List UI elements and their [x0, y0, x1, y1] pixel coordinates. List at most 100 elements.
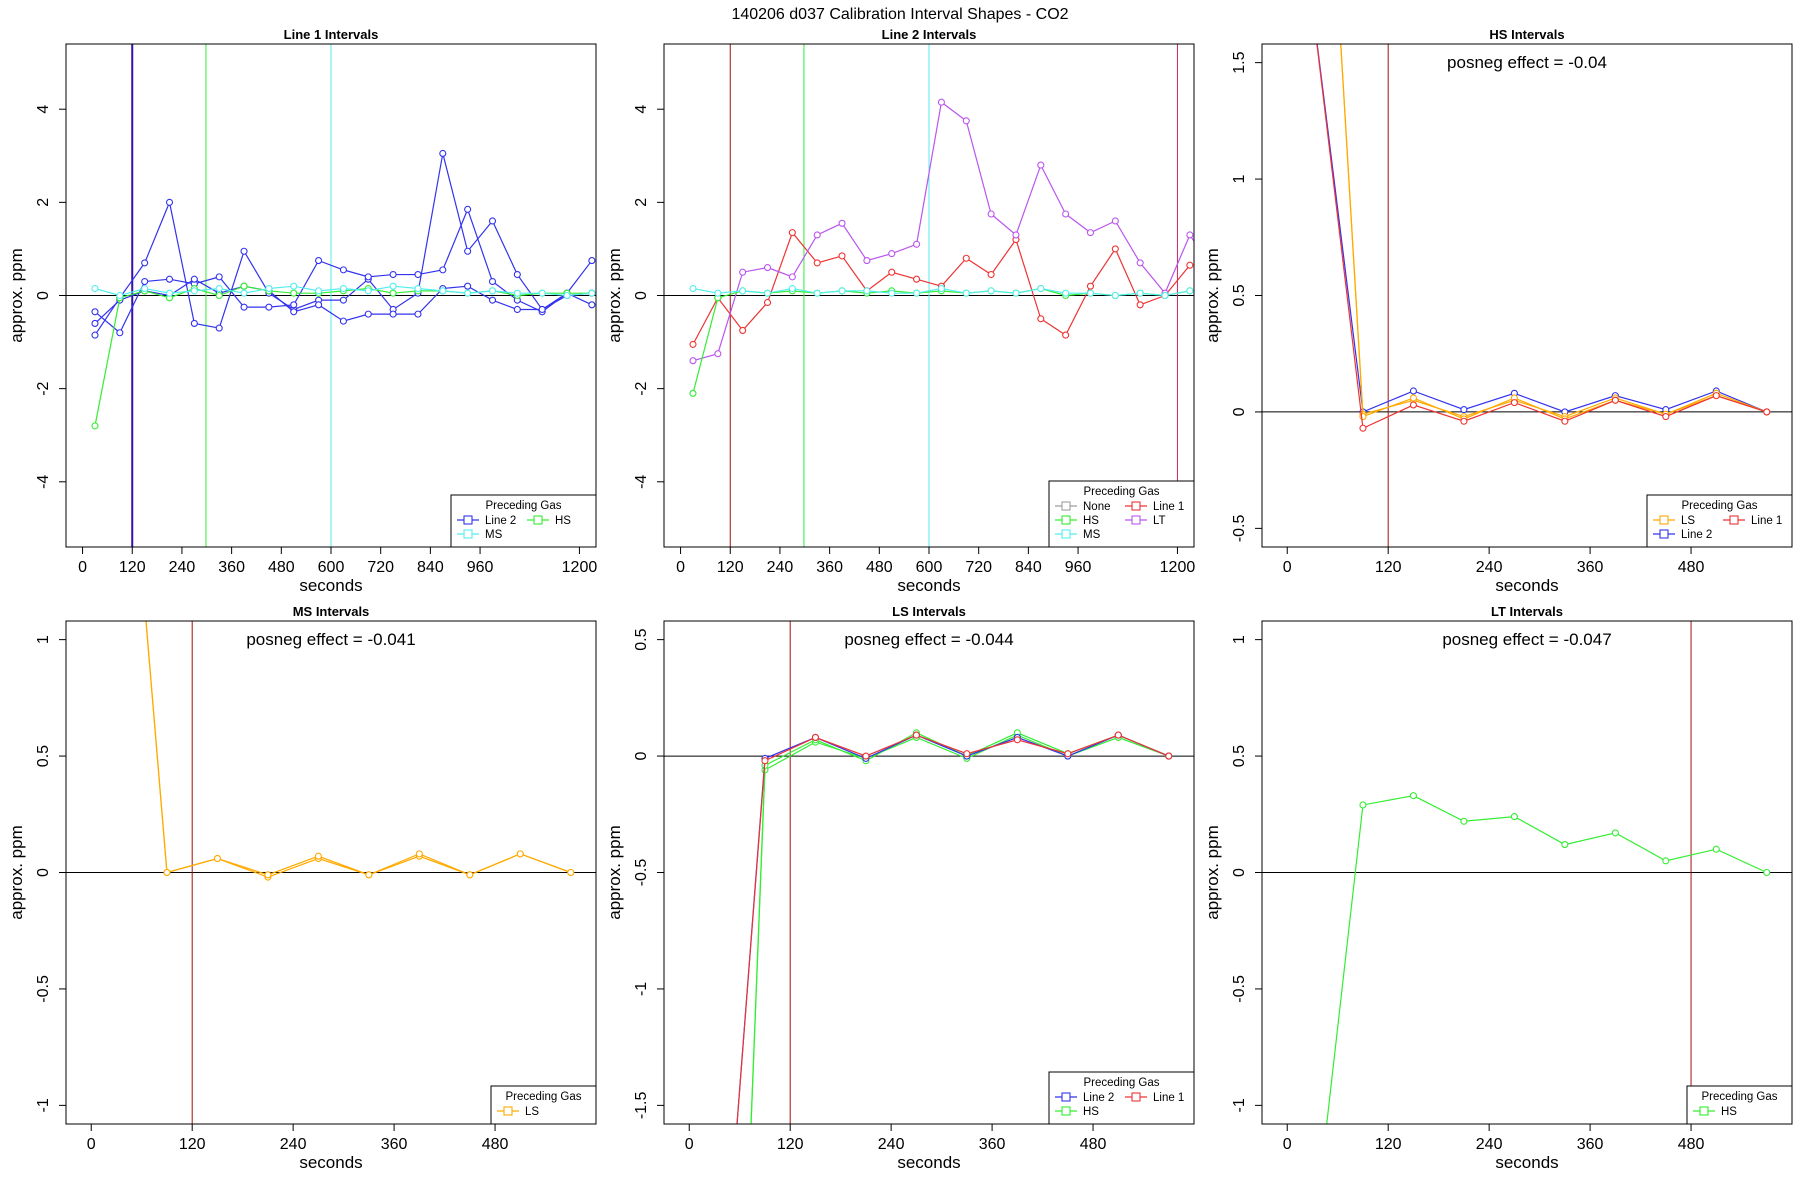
y-tick-label: 1	[1231, 175, 1248, 184]
data-point	[788, 229, 796, 237]
data-point	[314, 852, 322, 860]
data-point	[863, 287, 871, 295]
series-line	[1316, 44, 1767, 430]
data-point	[763, 264, 772, 272]
data-point	[116, 291, 124, 300]
data-point	[1013, 736, 1021, 744]
legend-entry-label: Line 1	[1153, 501, 1184, 513]
x-tick-label: 0	[1283, 1136, 1292, 1153]
data-point	[962, 117, 970, 125]
legend-swatch-marker	[1659, 529, 1669, 539]
plot-frame	[65, 620, 597, 1125]
legend-swatch-marker	[1061, 515, 1071, 525]
data-point	[466, 871, 474, 879]
data-point	[863, 257, 871, 265]
chart-title: HS Intervals	[1489, 27, 1564, 42]
data-point	[1062, 331, 1070, 339]
posneg-annotation: posneg effect = -0.04	[1447, 53, 1607, 72]
x-tick-label: 0	[1283, 559, 1292, 576]
data-point	[739, 326, 747, 334]
data-point	[365, 871, 373, 879]
legend-swatch-marker	[1659, 515, 1669, 525]
series-line	[1340, 44, 1767, 420]
data-point	[339, 284, 347, 293]
data-point	[240, 303, 248, 311]
x-tick-label: 480	[1678, 559, 1705, 576]
data-point	[290, 282, 298, 290]
data-point	[513, 270, 521, 279]
data-point	[728, 1196, 734, 1200]
legend-swatch-marker	[463, 515, 473, 525]
data-point	[389, 270, 397, 279]
legend: Preceding Gas Line 2 HS MS	[450, 494, 597, 548]
data-point	[913, 275, 921, 283]
data-point	[163, 868, 171, 877]
data-point	[240, 282, 248, 290]
data-point	[141, 259, 149, 267]
data-point	[265, 303, 273, 311]
data-point	[588, 289, 596, 297]
legend-swatch-marker	[1131, 501, 1141, 511]
data-point	[116, 329, 124, 337]
data-point	[987, 270, 995, 279]
chart-title: MS Intervals	[293, 604, 370, 619]
data-point	[838, 219, 846, 227]
y-tick-label: 0	[633, 291, 650, 300]
posneg-annotation: posneg effect = -0.041	[246, 630, 415, 649]
legend-entry-label: Line 1	[1153, 1092, 1184, 1104]
data-point	[838, 252, 846, 260]
data-point	[1186, 287, 1194, 295]
data-point	[389, 310, 397, 318]
data-point	[689, 284, 697, 293]
y-tick-label: 4	[633, 105, 650, 114]
x-tick-label: 840	[417, 559, 444, 576]
data-point	[91, 319, 99, 327]
y-tick-label: -1	[1231, 1098, 1248, 1112]
data-point	[339, 317, 347, 325]
data-point	[1111, 217, 1119, 225]
legend-entry-label: Line 2	[485, 515, 516, 527]
series-line	[1316, 44, 1767, 413]
data-point	[1037, 315, 1045, 323]
data-point	[913, 289, 921, 297]
data-point	[364, 273, 372, 281]
y-tick-label: 0.5	[35, 745, 52, 767]
legend-entry-label: HS	[555, 515, 571, 527]
data-point	[190, 319, 198, 327]
plot-area	[66, 44, 596, 547]
data-point	[588, 257, 596, 265]
x-tick-label: 0	[78, 559, 87, 576]
data-point	[290, 308, 298, 316]
plot-area	[664, 44, 1194, 547]
data-point	[689, 357, 697, 365]
x-tick-label: 0	[685, 1136, 694, 1153]
data-point	[888, 268, 896, 276]
data-point	[1409, 792, 1417, 800]
data-point	[1136, 289, 1144, 297]
data-point	[1359, 424, 1367, 432]
legend-title: Preceding Gas	[1083, 486, 1159, 498]
y-tick-label: -1.5	[633, 1091, 650, 1119]
series-line	[736, 734, 1169, 1124]
chart-panel-6: LT Intervals 0 120 240 360 480 -1 -0.5 0 0.5 1 seco…	[1203, 604, 1793, 1172]
x-tick-label: 240	[280, 1136, 307, 1153]
x-tick-label: 360	[218, 559, 245, 576]
data-point	[264, 871, 272, 879]
data-point	[464, 282, 472, 290]
data-point	[1763, 408, 1771, 416]
data-point	[862, 752, 870, 760]
legend: Preceding Gas LS Line 1 Line 2	[1646, 494, 1793, 548]
x-tick-label: 120	[179, 1136, 206, 1153]
data-point	[1662, 857, 1670, 865]
data-point	[464, 205, 472, 213]
x-tick-label: 720	[367, 559, 394, 576]
x-tick-label: 360	[1577, 1136, 1604, 1153]
data-point	[439, 149, 447, 157]
y-tick-label: -1	[35, 1098, 52, 1112]
plot-frame	[1261, 620, 1793, 1125]
data-point	[739, 287, 747, 295]
data-point	[1161, 291, 1169, 300]
legend-box	[1646, 494, 1793, 548]
data-point	[513, 289, 521, 297]
